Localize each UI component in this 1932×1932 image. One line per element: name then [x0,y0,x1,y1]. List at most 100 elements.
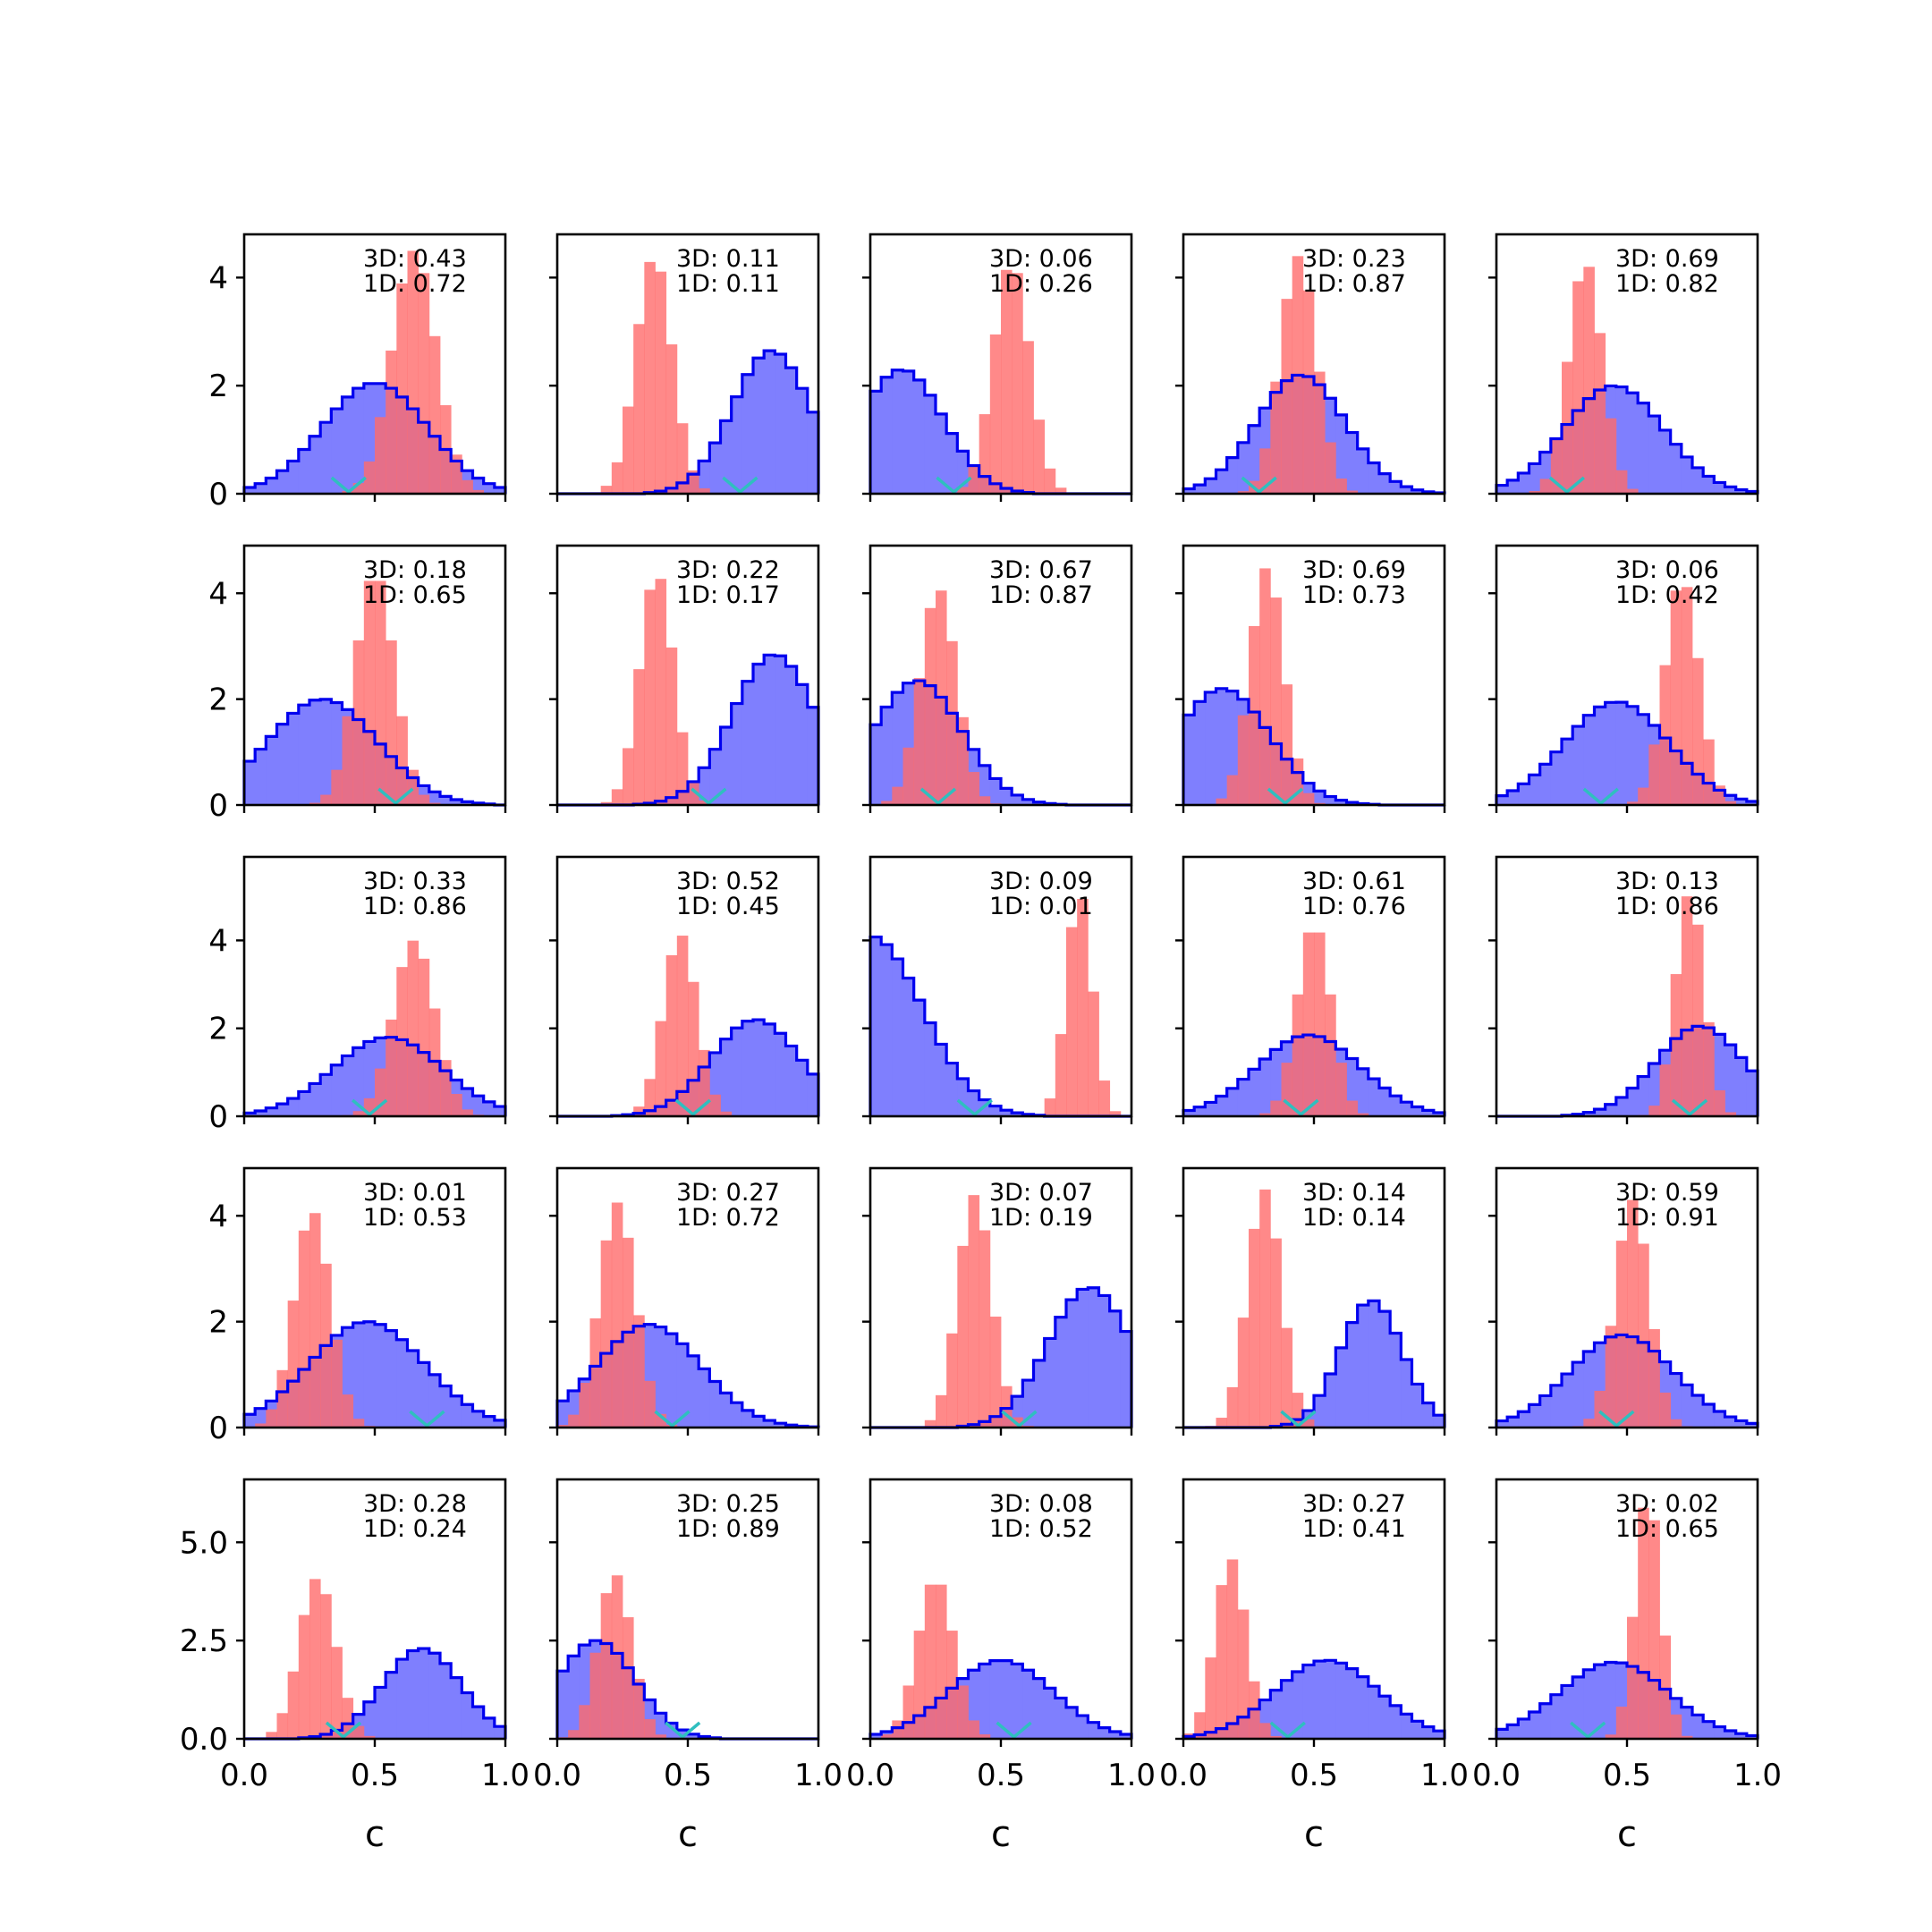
red-bar [1302,1419,1315,1428]
blue-bar [1022,799,1034,805]
red-bar [1615,1707,1628,1739]
blue-bar [902,370,915,494]
blue-bar [1390,481,1402,494]
blue-bar [451,799,462,805]
blue-bar [989,1660,1002,1739]
blue-bar [494,1419,506,1428]
blue-bar [775,1423,786,1428]
blue-bar [1507,1724,1519,1739]
blue-bar [1627,393,1639,494]
y-tick-label: 4 [208,1199,228,1234]
stat-3d-label: 3D: 0.01 [363,1179,467,1207]
red-bar [902,747,915,805]
red-bar [418,273,430,494]
stat-3d-label: 3D: 0.22 [676,556,780,584]
blue-bar [1325,1373,1336,1428]
red-bar [342,716,354,805]
blue-bar [1055,1698,1067,1739]
blue-bar [1648,416,1660,494]
blue-bar [881,377,893,494]
red-bar [633,1678,645,1739]
blue-bar [298,705,310,805]
blue-bar [989,778,1002,805]
blue-bar [375,1687,386,1739]
blue-bar [936,413,947,494]
red-bar [688,981,699,1116]
blue-bar [255,1111,267,1116]
stat-3d-label: 3D: 0.23 [1302,245,1406,273]
y-tick-label: 2 [208,1305,228,1341]
red-bar [957,1245,969,1428]
stat-1d-label: 1D: 0.65 [363,581,467,609]
blue-bar [1550,751,1563,805]
blue-bar [1703,1403,1715,1428]
red-bar [451,454,462,494]
red-bar [611,1202,623,1428]
blue-bar [1226,1088,1239,1116]
red-bar [472,489,485,494]
blue-bar [741,681,754,805]
blue-bar [440,1663,452,1739]
stat-1d-label: 1D: 0.45 [676,893,780,920]
red-bar [1249,625,1260,805]
blue-bar [276,1104,289,1116]
red-bar [396,967,408,1116]
blue-bar [1314,1661,1326,1739]
blue-bar [807,707,819,805]
blue-bar [1205,691,1216,805]
v-marker [325,1721,362,1740]
blue-bar [870,724,882,805]
red-bar [924,1584,936,1739]
red-bar [1648,1106,1660,1116]
blue-bar [1433,1415,1445,1428]
blue-bar [1390,1096,1402,1116]
y-tick-label: 0.0 [180,1722,228,1758]
blue-bar [244,761,256,805]
stat-1d-label: 1D: 0.65 [1615,1515,1719,1543]
blue-bar [363,1321,376,1428]
red-bar [1605,1326,1617,1428]
blue-bar [331,409,343,494]
red-bar [1648,1328,1660,1428]
red-bar [1302,290,1315,494]
red-bar [1659,1064,1672,1116]
blue-bar [1302,1665,1315,1739]
blue-bar [320,422,332,494]
red-bar [1012,273,1023,494]
x-tick-label: 0.5 [1290,1758,1338,1793]
blue-bar [1379,1696,1391,1739]
v-marker [1570,1721,1606,1740]
blue-bar [1183,1110,1195,1116]
stat-3d-label: 3D: 0.13 [1615,868,1719,895]
blue-bar [1401,1714,1412,1739]
red-bar [1281,1063,1293,1116]
blue-bar [764,1420,775,1428]
blue-bar [418,1648,430,1739]
red-bar [375,580,386,805]
blue-bar [902,978,915,1116]
red-bar [665,647,678,805]
blue-bar [1562,739,1573,805]
blue-bar [1648,1063,1660,1116]
y-tick-label: 4 [208,923,228,959]
blue-bar [440,1385,452,1428]
blue-bar [462,1089,473,1116]
blue-bar [688,1355,699,1428]
blue-bar [1518,1718,1530,1739]
y-tick-label: 2 [208,369,228,404]
red-bar [1692,657,1704,805]
blue-bar [720,1393,733,1428]
red-bar [407,769,419,805]
red-bar [568,1730,580,1739]
v-marker [330,476,367,495]
blue-bar [483,1101,496,1116]
blue-bar [1314,1395,1326,1428]
red-bar [1648,1520,1660,1739]
blue-bar [1735,489,1748,494]
